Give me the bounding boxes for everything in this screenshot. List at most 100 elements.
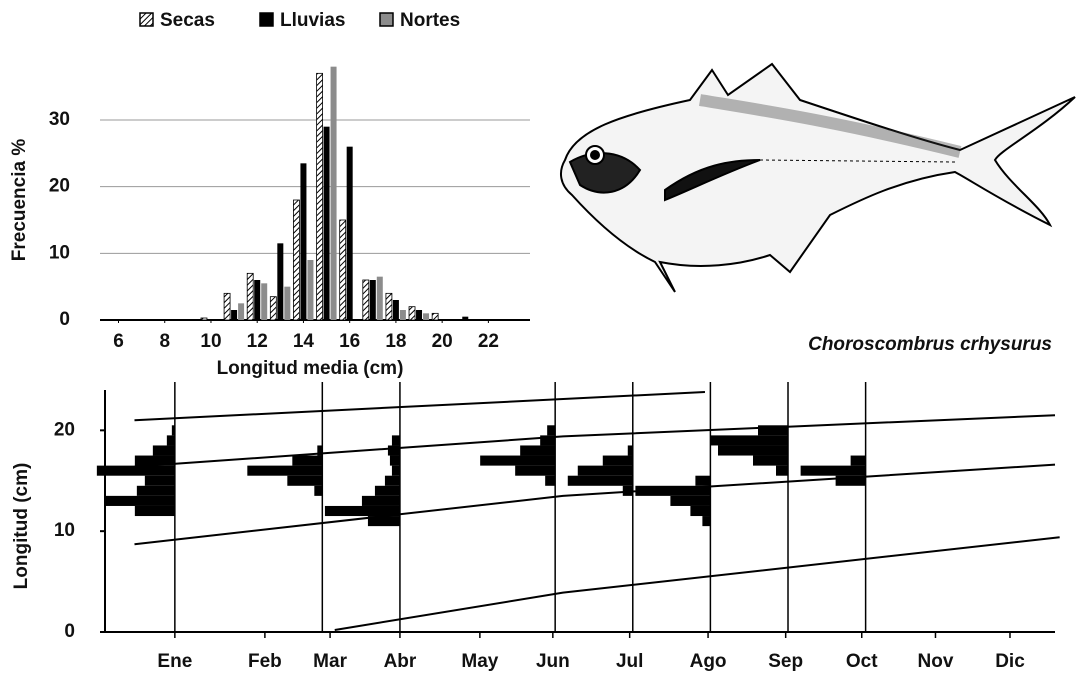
x-tick-label: 14 — [293, 331, 315, 352]
frequency-bar — [292, 455, 323, 466]
x-tick-label: Jun — [536, 651, 570, 672]
bar — [200, 317, 208, 321]
bar — [339, 219, 347, 321]
bar — [408, 306, 416, 321]
frequency-bar — [753, 455, 789, 466]
x-tick-label: 18 — [385, 331, 406, 352]
frequency-bar — [718, 445, 789, 456]
bar — [238, 303, 245, 320]
frequency-bar — [480, 455, 556, 466]
frequency-bar — [567, 475, 633, 486]
bar — [376, 276, 383, 320]
bar — [269, 296, 277, 321]
frequency-bar — [515, 465, 556, 476]
frequency-bar — [287, 475, 323, 486]
frequency-bar — [134, 505, 175, 517]
frequency-bar — [602, 455, 633, 466]
frequency-bar — [391, 435, 400, 446]
frequency-bar — [695, 475, 711, 486]
frequency-bar — [152, 445, 175, 456]
legend-swatch — [259, 12, 274, 27]
frequency-bar — [96, 465, 175, 476]
frequency-bar — [540, 435, 556, 446]
x-tick-label: 10 — [200, 331, 221, 352]
frequency-bar — [635, 485, 711, 496]
frequency-bar — [247, 465, 323, 476]
growth-curve — [334, 536, 1060, 631]
frequency-bar — [577, 465, 633, 476]
frequency-bar — [171, 425, 175, 436]
frequency-bar — [690, 505, 711, 517]
y-tick-label: 20 — [49, 176, 70, 197]
bar — [369, 280, 376, 320]
bar — [346, 146, 353, 320]
frequency-bar — [317, 445, 323, 456]
bar — [223, 292, 231, 321]
x-tick-label: Ene — [157, 651, 192, 672]
x-tick-label: Nov — [918, 651, 954, 672]
bar — [293, 199, 300, 321]
frequency-bar — [627, 445, 633, 456]
legend-label: Secas — [160, 10, 215, 31]
y-tick-label: 0 — [64, 621, 75, 642]
frequency-bar — [520, 445, 556, 456]
y-tick-label: 30 — [49, 109, 70, 130]
frequency-bar — [134, 455, 175, 466]
y-axis-label: Frecuencia % — [9, 139, 30, 262]
frequency-bar — [324, 505, 400, 517]
frequency-bar — [104, 495, 175, 506]
x-tick-label: Ago — [690, 651, 727, 672]
legend-label: Nortes — [400, 10, 460, 31]
frequency-bar — [136, 485, 175, 496]
frequency-bar — [710, 435, 789, 446]
bar — [284, 286, 291, 320]
frequency-bar — [758, 425, 789, 436]
frequency-bar — [835, 475, 866, 486]
frequency-bar — [850, 455, 866, 466]
bar — [307, 260, 314, 320]
frequency-bar — [776, 465, 789, 476]
bar — [246, 272, 254, 321]
species-name: Choroscombrus crhysurus — [808, 334, 1052, 355]
x-tick-label: 8 — [159, 331, 170, 352]
frequency-bar — [391, 465, 400, 476]
bar — [316, 72, 323, 321]
bar — [431, 312, 439, 321]
x-tick-label: 20 — [432, 331, 453, 352]
bar — [231, 310, 238, 320]
x-tick-label: Feb — [248, 651, 282, 672]
bar — [323, 126, 330, 321]
bar — [277, 243, 284, 320]
frequency-bar — [361, 495, 400, 506]
x-tick-label: 16 — [339, 331, 360, 352]
bar — [300, 163, 307, 320]
frequency-bar — [314, 485, 323, 496]
frequency-bar — [384, 475, 400, 486]
legend-label: Lluvias — [280, 10, 345, 31]
x-tick-label: May — [461, 651, 498, 672]
frequency-bar — [547, 425, 556, 436]
frequency-bar — [545, 475, 556, 486]
bar — [261, 283, 268, 320]
y-tick-label: 20 — [54, 419, 75, 440]
x-tick-label: Sep — [768, 651, 803, 672]
y-tick-label: 10 — [49, 242, 70, 263]
fish-illustration — [559, 62, 1076, 293]
growth-curve — [134, 414, 1056, 468]
bar — [462, 316, 469, 320]
x-tick-label: Mar — [313, 651, 347, 672]
frequency-bar — [389, 455, 400, 466]
x-tick-label: Dic — [995, 651, 1025, 672]
growth-curve — [134, 463, 1056, 546]
bar — [423, 313, 430, 320]
bar — [385, 292, 393, 321]
frequency-bar — [367, 516, 400, 527]
y-axis-label: Longitud (cm) — [11, 463, 32, 590]
frequency-bar — [800, 465, 866, 476]
bar — [416, 310, 423, 320]
x-axis-label: Longitud media (cm) — [217, 358, 404, 379]
frequency-bar — [374, 485, 400, 496]
frequency-bar — [144, 475, 175, 486]
legend-swatch — [379, 12, 394, 27]
